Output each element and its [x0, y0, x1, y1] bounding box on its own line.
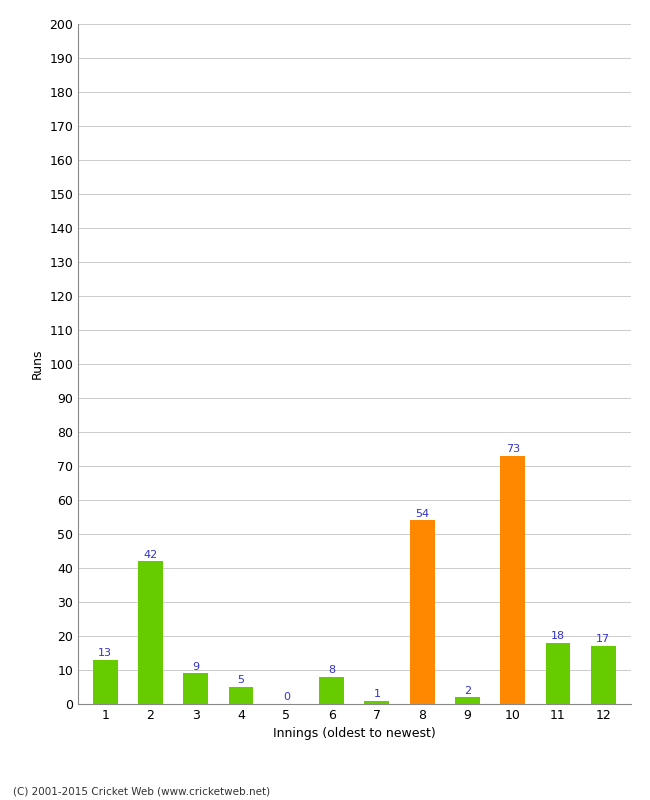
Bar: [410, 520, 435, 704]
Text: 1: 1: [373, 689, 380, 699]
Text: 0: 0: [283, 692, 290, 702]
Bar: [183, 674, 208, 704]
Bar: [591, 646, 616, 704]
Text: 54: 54: [415, 509, 429, 518]
Text: 18: 18: [551, 631, 565, 641]
Text: 13: 13: [98, 648, 112, 658]
X-axis label: Innings (oldest to newest): Innings (oldest to newest): [273, 727, 436, 741]
Text: 8: 8: [328, 665, 335, 675]
Bar: [93, 660, 118, 704]
Bar: [545, 643, 571, 704]
Text: 73: 73: [506, 444, 520, 454]
Text: 9: 9: [192, 662, 200, 672]
Bar: [500, 456, 525, 704]
Bar: [365, 701, 389, 704]
Text: 5: 5: [237, 675, 244, 686]
Text: (C) 2001-2015 Cricket Web (www.cricketweb.net): (C) 2001-2015 Cricket Web (www.cricketwe…: [13, 786, 270, 796]
Bar: [455, 697, 480, 704]
Text: 2: 2: [464, 686, 471, 695]
Bar: [319, 677, 344, 704]
Text: 17: 17: [596, 634, 610, 645]
Bar: [138, 562, 163, 704]
Bar: [229, 687, 254, 704]
Text: 42: 42: [144, 550, 157, 559]
Y-axis label: Runs: Runs: [31, 349, 44, 379]
